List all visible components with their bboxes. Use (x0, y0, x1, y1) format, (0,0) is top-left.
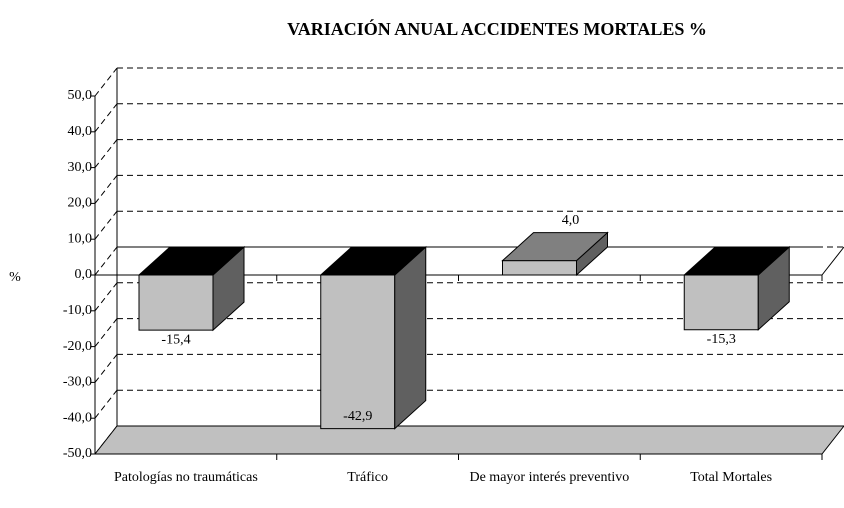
bar-front (683, 274, 759, 331)
y-tick-label: 10,0 (68, 231, 93, 246)
bar-front (138, 274, 214, 331)
grid-line-side (94, 139, 118, 168)
grid-line-side (94, 389, 118, 419)
x-tick-label: De mayor interés preventivo (469, 470, 629, 485)
value-label: -42,9 (343, 409, 372, 424)
bar-front (320, 274, 396, 430)
chart-title: VARIACIÓN ANUAL ACCIDENTES MORTALES % (287, 18, 707, 39)
y-tick-label: -40,0 (63, 410, 92, 425)
y-tick-label: -50,0 (63, 446, 92, 461)
floor (93, 425, 844, 455)
bar-top (319, 246, 428, 276)
y-axis-label: % (9, 270, 21, 285)
zero-line-right (821, 246, 844, 276)
x-tick-label: Total Mortales (690, 470, 772, 485)
x-tick-label: Tráfico (347, 470, 388, 485)
y-tick-label: 20,0 (68, 196, 93, 211)
bar-top (137, 246, 246, 276)
grid-line-side (94, 67, 118, 97)
y-tick-label: 30,0 (68, 160, 93, 175)
grid-line-side (94, 246, 118, 276)
grid-line-side (94, 175, 118, 204)
grid-line-side (94, 210, 118, 240)
grid-line-side (94, 282, 118, 312)
y-tick-label: 40,0 (68, 124, 93, 139)
y-tick-label: -30,0 (63, 375, 92, 390)
value-label: -15,3 (707, 332, 736, 347)
grid-line-side (94, 103, 118, 133)
bar-side (394, 245, 427, 430)
bar-top (682, 246, 791, 276)
bar-top (501, 232, 609, 262)
y-tick-label: -20,0 (63, 339, 92, 354)
x-tick-label: Patologías no traumáticas (114, 470, 258, 485)
grid-line-side (94, 354, 118, 383)
bar-front (502, 260, 577, 276)
y-tick-label: 0,0 (75, 267, 93, 282)
grid-line-side (94, 318, 118, 347)
y-tick-label: -10,0 (63, 303, 92, 318)
value-label: -15,4 (161, 332, 190, 347)
value-label: 4,0 (562, 213, 580, 228)
y-tick-label: 50,0 (68, 88, 93, 103)
